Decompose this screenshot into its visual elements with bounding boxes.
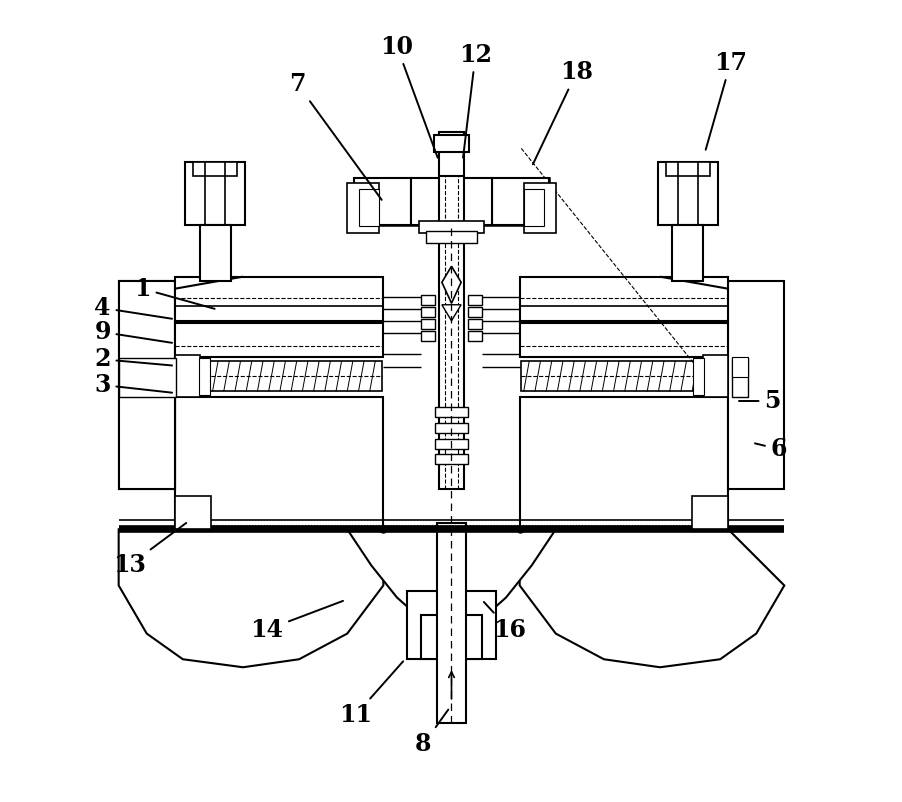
Bar — [438, 132, 464, 178]
Bar — [193, 162, 237, 176]
Bar — [175, 355, 200, 397]
Bar — [420, 319, 435, 329]
Polygon shape — [441, 305, 461, 321]
Text: 4: 4 — [95, 296, 172, 320]
Bar — [185, 162, 245, 225]
Bar — [467, 307, 482, 317]
Bar — [426, 231, 476, 243]
Bar — [523, 183, 555, 233]
Text: 8: 8 — [415, 710, 447, 756]
Text: 14: 14 — [250, 601, 343, 642]
Bar — [467, 295, 482, 305]
Bar — [519, 277, 727, 321]
Bar — [347, 183, 379, 233]
Text: 1: 1 — [134, 277, 215, 309]
Bar — [523, 189, 543, 226]
Bar — [354, 178, 548, 225]
Bar — [520, 361, 704, 391]
Bar — [435, 423, 467, 433]
Polygon shape — [441, 266, 461, 303]
Bar — [732, 357, 748, 377]
Bar — [732, 358, 748, 397]
Text: 18: 18 — [532, 60, 593, 164]
Bar — [727, 281, 784, 489]
Bar — [435, 454, 467, 464]
Bar — [420, 295, 435, 305]
Polygon shape — [118, 529, 383, 667]
Text: 9: 9 — [95, 320, 172, 344]
Bar — [519, 397, 727, 529]
Text: 11: 11 — [338, 662, 402, 727]
Bar — [420, 615, 482, 659]
Text: 7: 7 — [289, 72, 382, 200]
Bar — [420, 307, 435, 317]
Bar — [175, 397, 383, 529]
Bar — [491, 178, 548, 225]
Bar — [420, 331, 435, 341]
Text: 12: 12 — [458, 43, 492, 158]
Bar — [118, 281, 175, 489]
Bar — [467, 319, 482, 329]
Text: 5: 5 — [738, 389, 779, 413]
Bar — [199, 225, 231, 281]
Bar — [433, 135, 469, 152]
Bar — [702, 355, 727, 397]
Bar — [671, 225, 703, 281]
Bar — [467, 331, 482, 341]
Bar — [175, 323, 383, 357]
Bar — [198, 361, 382, 391]
Bar — [198, 358, 210, 395]
Bar — [657, 162, 717, 225]
Text: 13: 13 — [113, 523, 186, 577]
Polygon shape — [519, 529, 784, 667]
Bar — [359, 189, 379, 226]
Text: 10: 10 — [380, 34, 437, 158]
Text: 16: 16 — [483, 602, 525, 642]
Bar — [437, 523, 465, 723]
Text: 6: 6 — [754, 437, 787, 461]
Bar — [175, 277, 383, 321]
Bar — [411, 178, 491, 225]
Bar — [692, 358, 704, 395]
Text: 3: 3 — [95, 373, 172, 397]
Bar — [118, 281, 175, 489]
Polygon shape — [347, 529, 555, 627]
Bar — [665, 162, 709, 176]
Bar — [519, 323, 727, 357]
Bar — [354, 178, 411, 225]
Text: 2: 2 — [95, 347, 172, 371]
Bar — [438, 176, 464, 489]
Bar — [175, 496, 211, 529]
Bar — [118, 358, 176, 397]
Bar — [435, 439, 467, 449]
Bar — [407, 591, 495, 659]
Bar — [691, 496, 727, 529]
Bar — [419, 221, 483, 233]
Text: 17: 17 — [705, 51, 746, 150]
Bar — [435, 407, 467, 417]
